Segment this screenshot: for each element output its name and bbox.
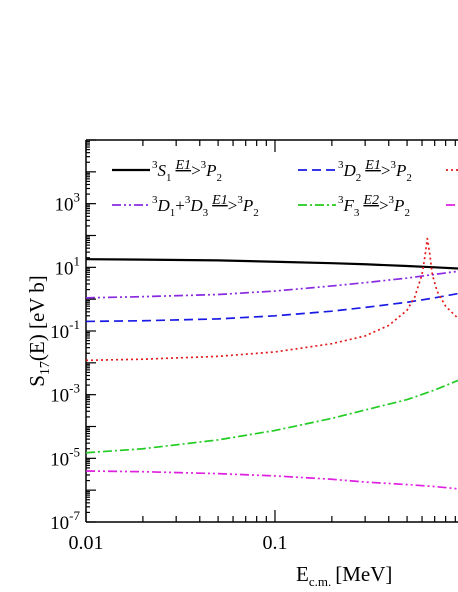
legend-sub: 2 [404, 207, 410, 219]
legend-arrow-head: > [191, 161, 201, 180]
legend-sub: 1 [170, 207, 176, 219]
x-tick-label: 0.01 [69, 532, 104, 554]
legend-transition: E2 [362, 193, 379, 208]
y-tick-label: 101 [55, 253, 81, 279]
x-axis-label-main: E [296, 562, 309, 586]
legend-state: D [189, 196, 203, 215]
legend-sub: 2 [217, 172, 223, 184]
legend-sup: 3 [338, 159, 344, 171]
legend-sub: 3 [203, 207, 209, 219]
series-line-d2 [86, 292, 458, 323]
series-line-red [86, 237, 458, 362]
legend-sub: 1 [166, 172, 172, 184]
legend-state: P [395, 161, 406, 180]
legend-arrow-head: > [381, 161, 391, 180]
legend-sup: 3 [201, 159, 207, 171]
legend-sup: 3 [389, 194, 395, 206]
x-tick-label: 0.1 [262, 532, 287, 554]
legend-sup: 3 [152, 194, 158, 206]
legend-sup: 3 [185, 194, 191, 206]
legend-transition: E1 [364, 158, 381, 173]
y-tick-label-base: 10 [55, 195, 74, 216]
legend-sup: 3 [237, 194, 243, 206]
legend-state: D [343, 161, 357, 180]
y-tick-label: 10-1 [50, 317, 80, 343]
legend-state: D [157, 196, 171, 215]
axis-ticks [85, 139, 456, 523]
legend-state: P [242, 196, 253, 215]
legend-sub: 2 [253, 207, 259, 219]
x-axis-label: Ec.m. [MeV] [296, 562, 392, 589]
legend-item-d2: 3D2E1>3P2 [298, 158, 412, 184]
y-axis-label-subscript: 17 [38, 361, 53, 375]
y-tick-label-exponent: -3 [69, 381, 80, 396]
y-tick-label: 10-3 [50, 381, 80, 407]
x-axis-label-subscript: c.m. [309, 574, 331, 589]
series-line-d1d3 [86, 270, 458, 299]
y-tick-label-base: 10 [55, 258, 74, 279]
legend-item-s1: 3S1E1>3P2 [112, 158, 222, 184]
legend-item-f3: 3F3E2>3P2 [298, 193, 410, 219]
legend-label-s1: 3S1E1>3P2 [152, 158, 222, 184]
x-axis-label-unit: [MeV] [335, 562, 392, 586]
legend-arrow-head: > [228, 196, 238, 215]
legend-sub: 2 [356, 172, 362, 184]
y-tick-label-exponent: 1 [74, 253, 81, 268]
series-line-s1 [86, 258, 458, 270]
legend-transition: E1 [175, 158, 192, 173]
legend-sub: 2 [406, 172, 412, 184]
y-tick-label: 10-5 [50, 444, 80, 470]
legend-item-d1d3: 3D1+3D3E1>3P2 [112, 193, 259, 219]
series-lines [86, 237, 458, 490]
legend-state: P [205, 161, 216, 180]
legend-sup: 3 [152, 159, 158, 171]
legend-label-d1d3: 3D1+3D3E1>3P2 [152, 193, 259, 219]
y-tick-label: 10-7 [50, 508, 80, 534]
legend-state: S [158, 161, 167, 180]
legend-state: F [343, 196, 355, 215]
y-tick-label-exponent: -7 [69, 508, 80, 523]
legend-arrow-head: > [379, 196, 389, 215]
y-tick-label: 103 [55, 190, 81, 216]
legend-sub: 3 [354, 207, 360, 219]
y-tick-label-base: 10 [50, 322, 69, 343]
y-tick-label-base: 10 [50, 513, 69, 534]
y-axis-label-main: S [25, 375, 49, 387]
y-tick-label-base: 10 [50, 386, 69, 407]
series-line-f3 [86, 379, 458, 454]
legend-plus: + [175, 196, 185, 215]
y-axis-label: S17(E) [eV b] [25, 275, 53, 387]
legend-sup: 3 [338, 194, 344, 206]
series-line-magenta [86, 470, 458, 490]
y-tick-label-exponent: -5 [69, 444, 80, 459]
legend-state: P [393, 196, 404, 215]
legend-label-f3: 3F3E2>3P2 [338, 193, 410, 219]
legend-transition: E1 [211, 193, 228, 208]
y-tick-label-base: 10 [50, 449, 69, 470]
y-axis-label-unit: (E) [eV b] [25, 275, 49, 361]
y-tick-label-exponent: -1 [69, 317, 80, 332]
y-tick-label-exponent: 3 [74, 190, 81, 205]
legend-label-d2: 3D2E1>3P2 [338, 158, 412, 184]
legend-sup: 3 [390, 159, 396, 171]
